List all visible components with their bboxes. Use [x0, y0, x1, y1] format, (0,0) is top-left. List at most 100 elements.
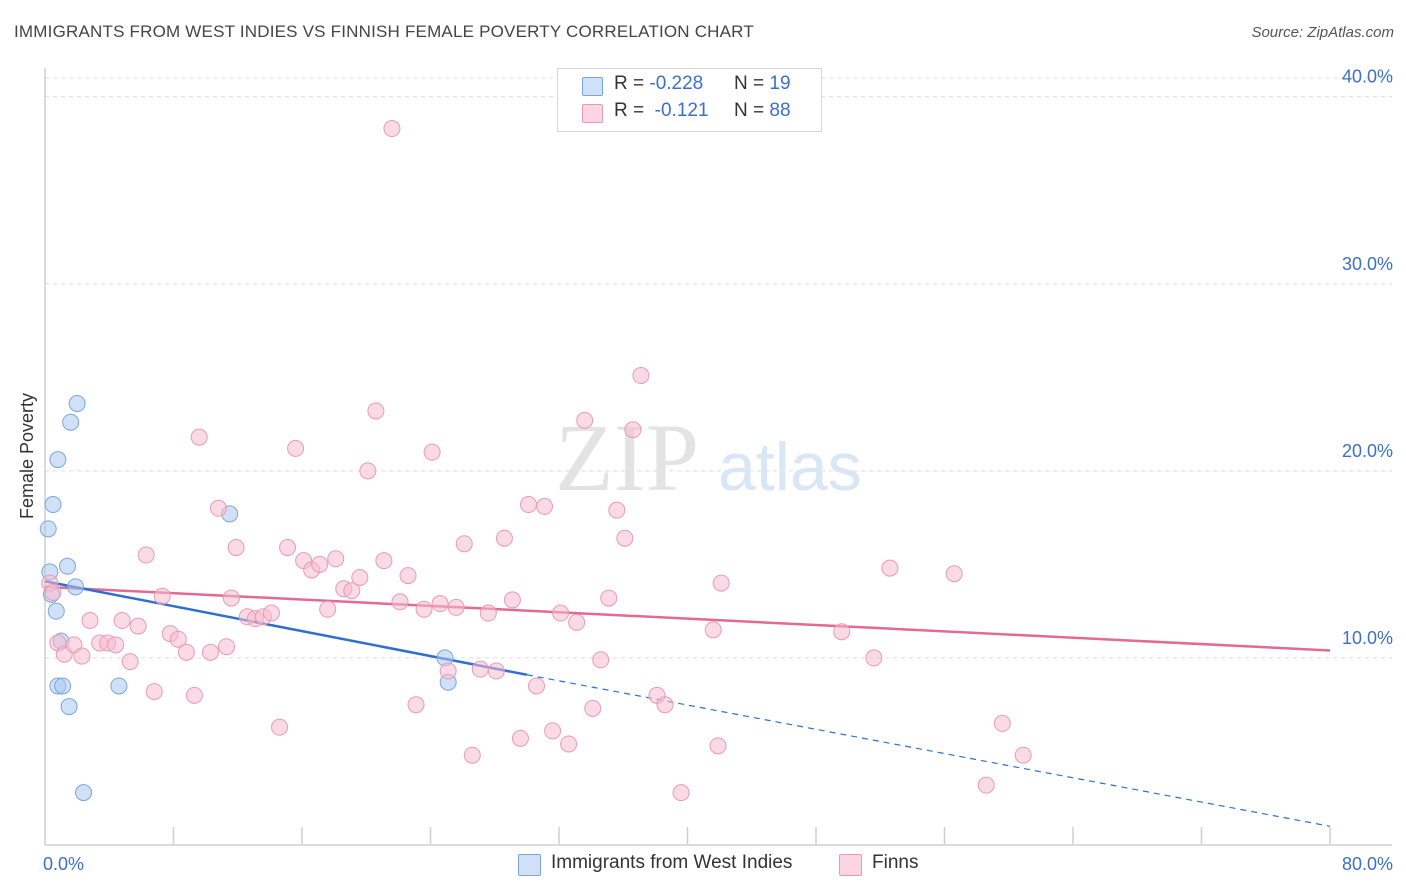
point-finns	[632, 366, 650, 384]
point-finns	[121, 653, 139, 671]
point-finns	[169, 630, 187, 648]
point-finns	[608, 501, 626, 519]
point-finns	[881, 559, 899, 577]
y-tick-label: 10.0%	[1342, 628, 1393, 648]
point-finns	[423, 443, 441, 461]
point-finns	[672, 784, 690, 802]
legend-row-west-indies: R = -0.228 N = 19	[582, 73, 791, 99]
point-finns	[201, 643, 219, 661]
point-finns	[536, 497, 554, 515]
point-finns	[343, 582, 361, 600]
legend-swatch-finns	[839, 854, 862, 876]
point-finns	[262, 604, 280, 622]
chart-title: IMMIGRANTS FROM WEST INDIES VS FINNISH F…	[14, 22, 754, 41]
point-finns	[190, 428, 208, 446]
point-finns	[1014, 746, 1032, 764]
point-finns	[407, 696, 425, 714]
point-west-indies	[39, 520, 57, 538]
point-finns	[993, 714, 1011, 732]
point-finns	[391, 593, 409, 611]
y-tick-label: 40.0%	[1342, 67, 1393, 87]
point-finns	[218, 638, 236, 656]
point-finns	[576, 411, 594, 429]
point-finns	[227, 539, 245, 557]
point-finns	[552, 604, 570, 622]
point-finns	[439, 662, 457, 680]
legend-row-finns: R = -0.121 N = 88	[582, 100, 791, 126]
point-finns	[519, 496, 537, 514]
point-finns	[177, 643, 195, 661]
point-finns	[455, 535, 473, 553]
legend-n-label: N =	[734, 73, 770, 94]
legend-label-west-indies: Immigrants from West Indies	[551, 852, 793, 873]
watermark: ZIP atlas	[555, 404, 862, 511]
point-finns	[107, 636, 125, 654]
point-finns	[503, 591, 521, 609]
point-finns	[137, 546, 155, 564]
point-finns	[129, 617, 147, 635]
point-finns	[712, 574, 730, 592]
point-finns	[447, 598, 465, 616]
point-finns	[479, 604, 497, 622]
x-tick-label: 0.0%	[43, 854, 84, 874]
point-finns	[73, 647, 91, 665]
point-finns	[865, 649, 883, 667]
data-points	[39, 120, 1032, 802]
point-west-indies	[58, 557, 76, 575]
point-west-indies	[60, 698, 78, 716]
point-finns	[624, 421, 642, 439]
point-west-indies	[75, 784, 93, 802]
point-finns	[833, 623, 851, 641]
correlation-legend: R = -0.228 N = 19 R = -0.121 N = 88	[557, 68, 822, 132]
point-finns	[209, 499, 227, 517]
point-finns	[495, 529, 513, 547]
point-west-indies	[62, 413, 80, 431]
point-finns	[287, 439, 305, 457]
y-axis-label: Female Poverty	[17, 393, 37, 519]
point-finns	[367, 402, 385, 420]
point-finns	[327, 550, 345, 568]
legend-n-value: 19	[769, 73, 791, 94]
point-west-indies	[44, 496, 62, 514]
point-west-indies	[110, 677, 128, 695]
x-tick-label: 80.0%	[1342, 854, 1393, 874]
point-finns	[544, 722, 562, 740]
legend-r-value: -0.228	[649, 73, 704, 94]
point-finns	[600, 589, 618, 607]
point-finns	[656, 696, 674, 714]
point-finns	[709, 737, 727, 755]
point-west-indies	[49, 451, 67, 469]
point-finns	[584, 699, 602, 717]
point-finns	[44, 583, 62, 601]
point-finns	[375, 552, 393, 570]
point-west-indies	[54, 677, 72, 695]
trend-line-west-indies	[44, 579, 528, 676]
axes	[44, 68, 1392, 846]
point-finns	[185, 686, 203, 704]
legend-swatch-west-indies	[582, 77, 603, 96]
point-finns	[153, 587, 171, 605]
point-finns	[383, 120, 401, 138]
point-finns	[279, 539, 297, 557]
tick-labels: 10.0% 20.0% 30.0% 40.0% 0.0% 80.0%	[43, 67, 1393, 874]
point-finns	[415, 600, 433, 618]
point-finns	[560, 735, 578, 753]
point-finns	[704, 621, 722, 639]
legend-swatch-finns	[582, 104, 603, 123]
point-finns	[399, 567, 417, 585]
point-west-indies	[47, 602, 65, 620]
point-finns	[351, 568, 369, 586]
legend-swatch-west-indies	[518, 854, 541, 876]
point-finns	[945, 565, 963, 583]
source-label: Source: ZipAtlas.com	[1251, 24, 1394, 41]
y-tick-label: 30.0%	[1342, 254, 1393, 274]
point-finns	[487, 662, 505, 680]
point-finns	[511, 729, 529, 747]
point-finns	[81, 612, 99, 630]
point-finns	[431, 595, 449, 613]
point-finns	[568, 613, 586, 631]
trend-line-west-indies-extension	[526, 674, 1331, 827]
trend-line-finns	[44, 585, 1331, 652]
point-finns	[616, 529, 634, 547]
